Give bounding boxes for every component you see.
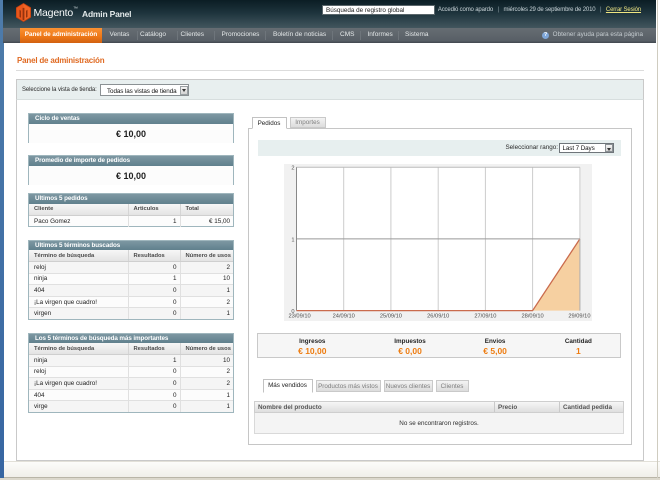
svg-text:29/09/10: 29/09/10 — [568, 314, 590, 320]
svg-text:25/09/10: 25/09/10 — [380, 314, 402, 320]
svg-text:26/09/10: 26/09/10 — [427, 314, 449, 320]
svg-text:1: 1 — [291, 237, 294, 243]
svg-text:24/09/10: 24/09/10 — [333, 314, 355, 320]
svg-text:0: 0 — [291, 309, 294, 315]
svg-text:23/09/10: 23/09/10 — [289, 314, 311, 320]
svg-text:27/09/10: 27/09/10 — [474, 314, 496, 320]
svg-text:2: 2 — [291, 166, 294, 172]
svg-text:28/09/10: 28/09/10 — [522, 314, 544, 320]
